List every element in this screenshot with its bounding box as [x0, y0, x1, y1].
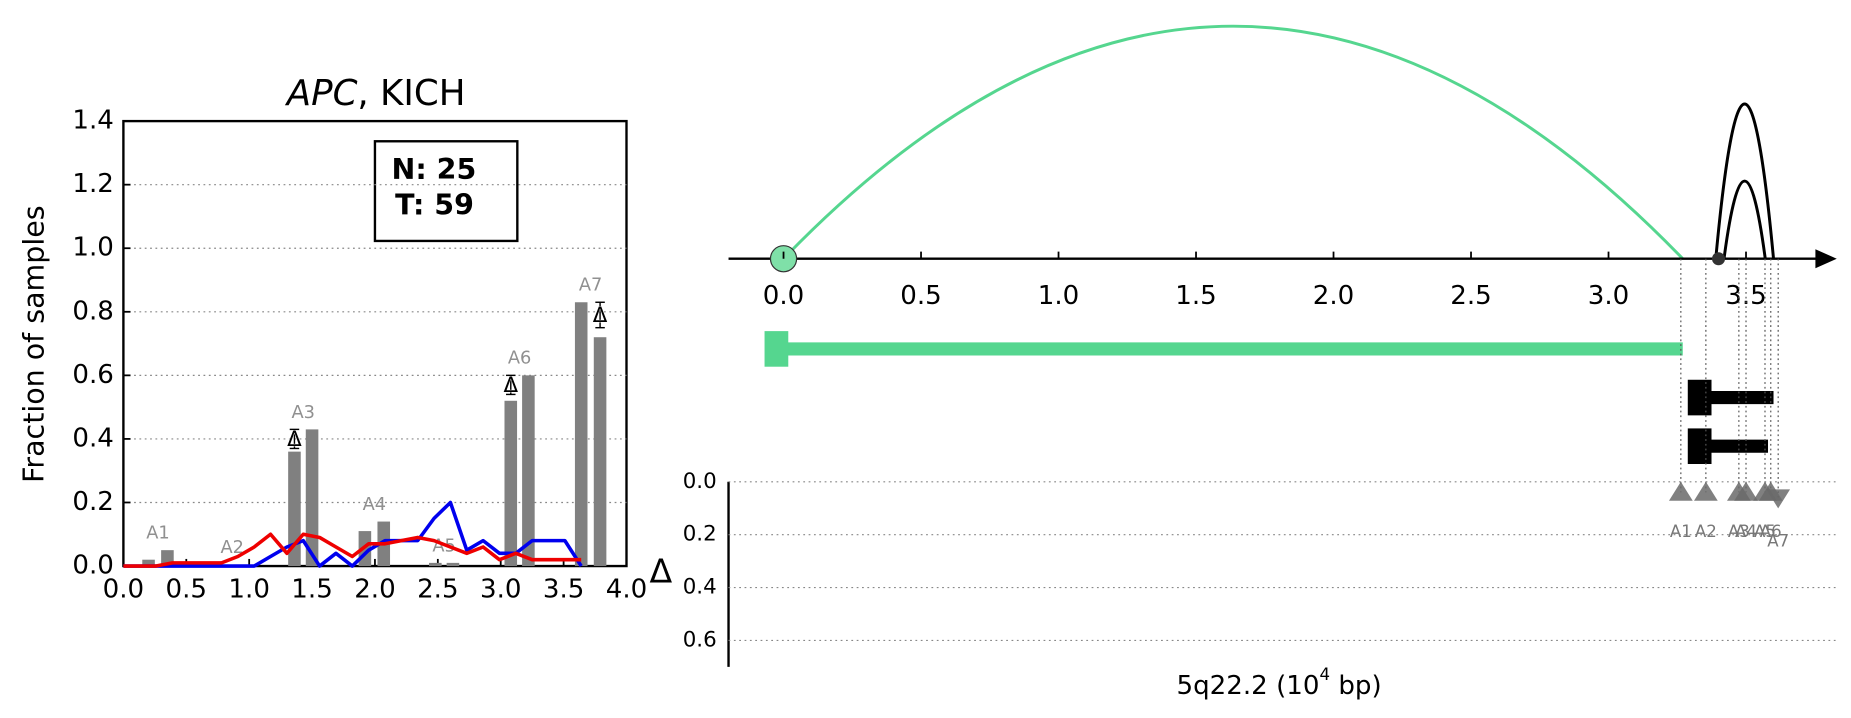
exon-marker	[1766, 489, 1791, 509]
bar	[288, 451, 301, 567]
line	[123, 532, 582, 568]
x-tick-label: 0.0	[103, 574, 145, 604]
group-label: A7	[579, 275, 602, 296]
arc	[1714, 102, 1775, 259]
exon-label: A6	[1760, 522, 1782, 541]
x-tick-label: 2.0	[1313, 281, 1355, 311]
x-axis-label: 5q22.2 (104 bp)	[1177, 665, 1382, 701]
x-tick-label: 0.0	[763, 281, 805, 311]
x-tick-label: 2.5	[417, 574, 459, 604]
arc	[782, 24, 1684, 260]
title-rest: , KICH	[357, 73, 465, 114]
x-tick-label: 0.5	[166, 574, 208, 604]
y-tick-label: 0.6	[72, 360, 114, 390]
track-start	[764, 331, 789, 367]
axis-arrow	[1815, 249, 1837, 269]
xlabel-sup: 4	[1319, 665, 1330, 684]
annotation-t: T: 59	[395, 189, 474, 222]
y-tick-label: 0.0	[72, 551, 114, 581]
y-tick-label: 0.2	[683, 522, 717, 547]
exon-label: A2	[1695, 522, 1717, 541]
xlabel-end: bp)	[1330, 670, 1382, 700]
x-tick-label: 2.0	[354, 574, 396, 604]
exon-marker	[1668, 481, 1693, 501]
x-tick-label: 2.5	[1450, 281, 1492, 311]
group-label: A1	[146, 523, 169, 544]
bar	[574, 302, 588, 567]
line	[123, 500, 583, 568]
group-label: A2	[220, 537, 243, 558]
delta-marker: Δ	[593, 303, 608, 328]
x-tick-label: 4.0	[606, 574, 648, 604]
x-tick-label: 1.5	[291, 574, 333, 604]
y-tick-label: 0.6	[683, 627, 717, 652]
group-label: A3	[292, 402, 315, 423]
x-tick-label: 1.0	[228, 574, 270, 604]
y-tick-label: 1.0	[72, 233, 114, 263]
node	[1711, 252, 1726, 266]
bar	[593, 337, 607, 567]
delta-marker: Δ	[503, 373, 518, 398]
bar	[446, 562, 460, 567]
x-tick-label: 3.0	[480, 574, 521, 604]
x-tick-label: 3.5	[543, 574, 585, 604]
track-start	[1687, 428, 1712, 465]
exon-marker	[1693, 481, 1718, 501]
x-tick-label: 1.0	[1038, 281, 1080, 311]
x-tick-label: 0.5	[900, 281, 942, 311]
track-start	[1687, 379, 1712, 416]
xlabel-main: 5q22.2 (10	[1177, 670, 1320, 700]
bar	[429, 562, 442, 567]
exon-label: A7	[1767, 531, 1789, 550]
y-tick-label: 0.8	[72, 296, 114, 326]
y-tick-label: 1.4	[72, 106, 114, 136]
exon-label: A1	[1670, 522, 1692, 541]
x-tick-label: 1.5	[1175, 281, 1217, 311]
y-axis-label: Δ	[650, 552, 673, 591]
x-tick-label: 3.0	[1588, 281, 1630, 311]
exon-marker	[1734, 481, 1758, 501]
bar	[522, 375, 535, 567]
exon-label: A4	[1735, 522, 1757, 541]
bar	[504, 400, 518, 567]
delta-marker: Δ	[287, 427, 302, 452]
arc	[1722, 179, 1767, 259]
y-tick-label: 0.4	[683, 575, 717, 600]
y-tick-label: 0.2	[72, 487, 114, 517]
group-label: A6	[508, 348, 531, 369]
y-tick-label: 0.0	[683, 469, 717, 494]
exon-label: A3	[1728, 522, 1750, 541]
annotation-n: N: 25	[392, 153, 477, 186]
y-axis-label: Fraction of samples	[18, 205, 51, 483]
title-gene: APC	[285, 73, 358, 114]
group-label: A4	[363, 494, 386, 515]
chart-title: APC, KICH	[285, 73, 466, 114]
y-tick-label: 0.4	[72, 423, 114, 453]
bar	[305, 429, 319, 567]
exon-label: A5	[1754, 522, 1776, 541]
annotation-box	[373, 140, 519, 243]
bar	[142, 559, 155, 567]
y-tick-label: 1.2	[72, 169, 114, 199]
